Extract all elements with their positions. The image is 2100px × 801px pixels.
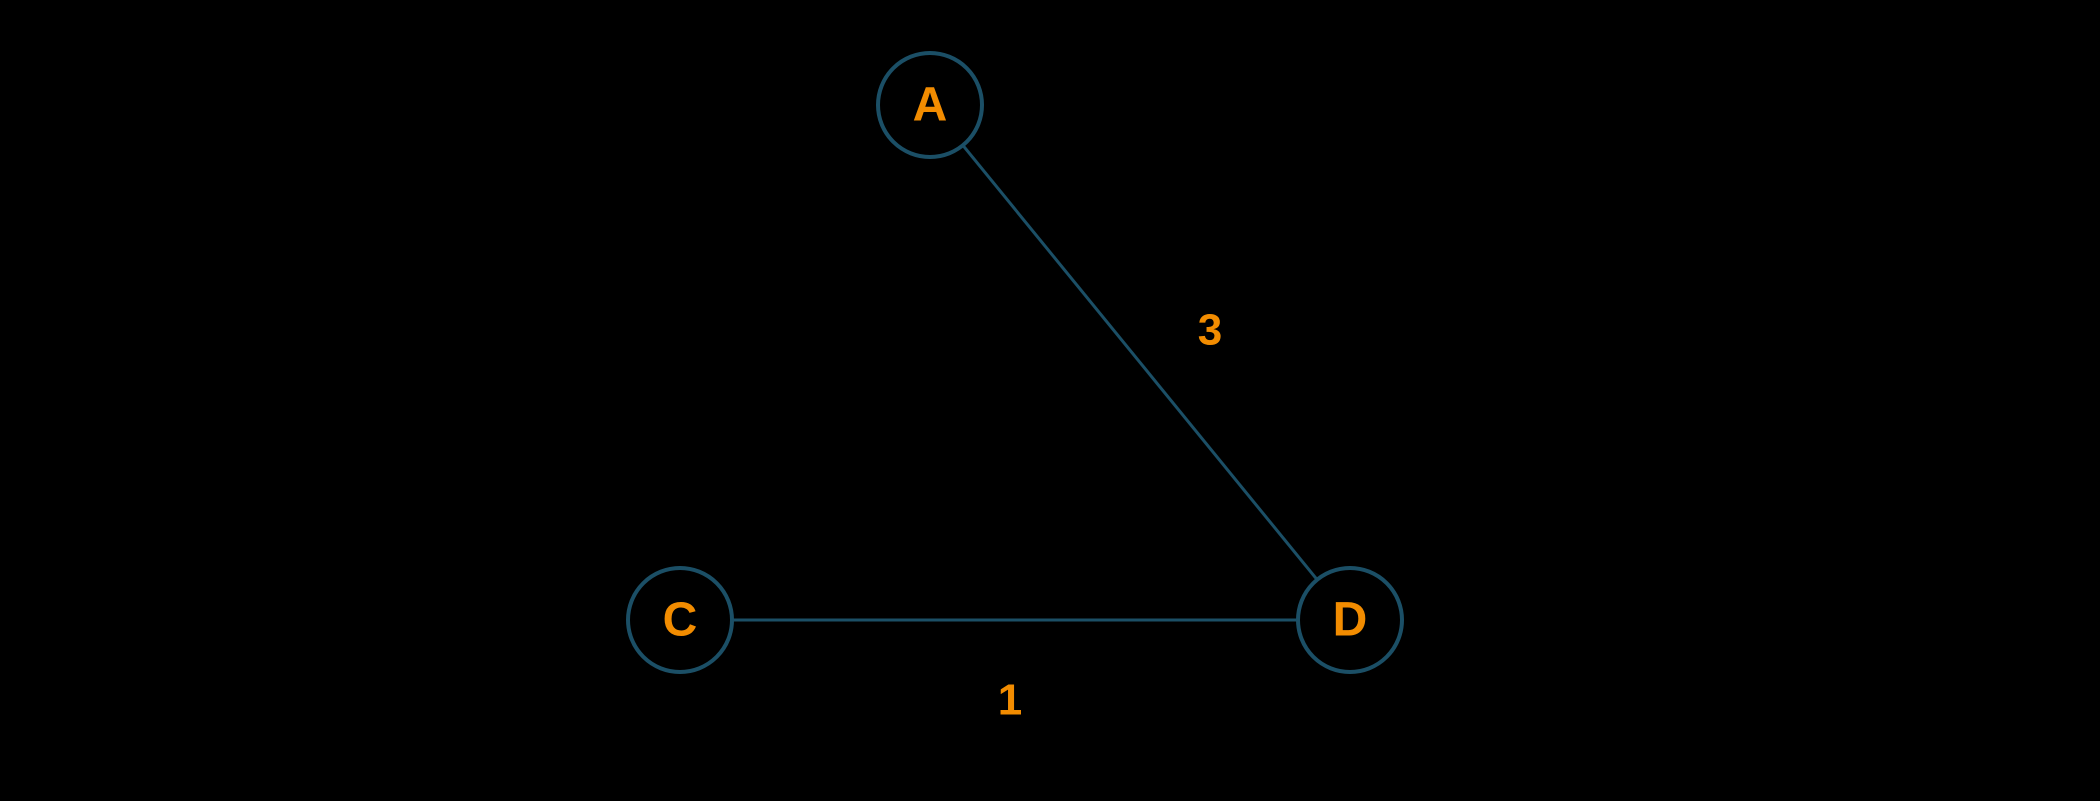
edge-label-A-D: 3 bbox=[1198, 306, 1222, 355]
edges-layer bbox=[732, 145, 1317, 620]
node-label-A: A bbox=[913, 79, 948, 132]
node-label-C: C bbox=[663, 594, 698, 647]
node-A: A bbox=[878, 53, 982, 157]
nodes-layer: A C D bbox=[628, 53, 1402, 672]
edge-label-C-D: 1 bbox=[998, 676, 1022, 725]
edge-labels-layer: 31 bbox=[998, 306, 1222, 725]
node-D: D bbox=[1298, 568, 1402, 672]
node-label-D: D bbox=[1333, 594, 1368, 647]
edge-A-D bbox=[963, 145, 1317, 579]
node-C: C bbox=[628, 568, 732, 672]
graph-diagram: ACD 31 bbox=[0, 0, 2100, 801]
